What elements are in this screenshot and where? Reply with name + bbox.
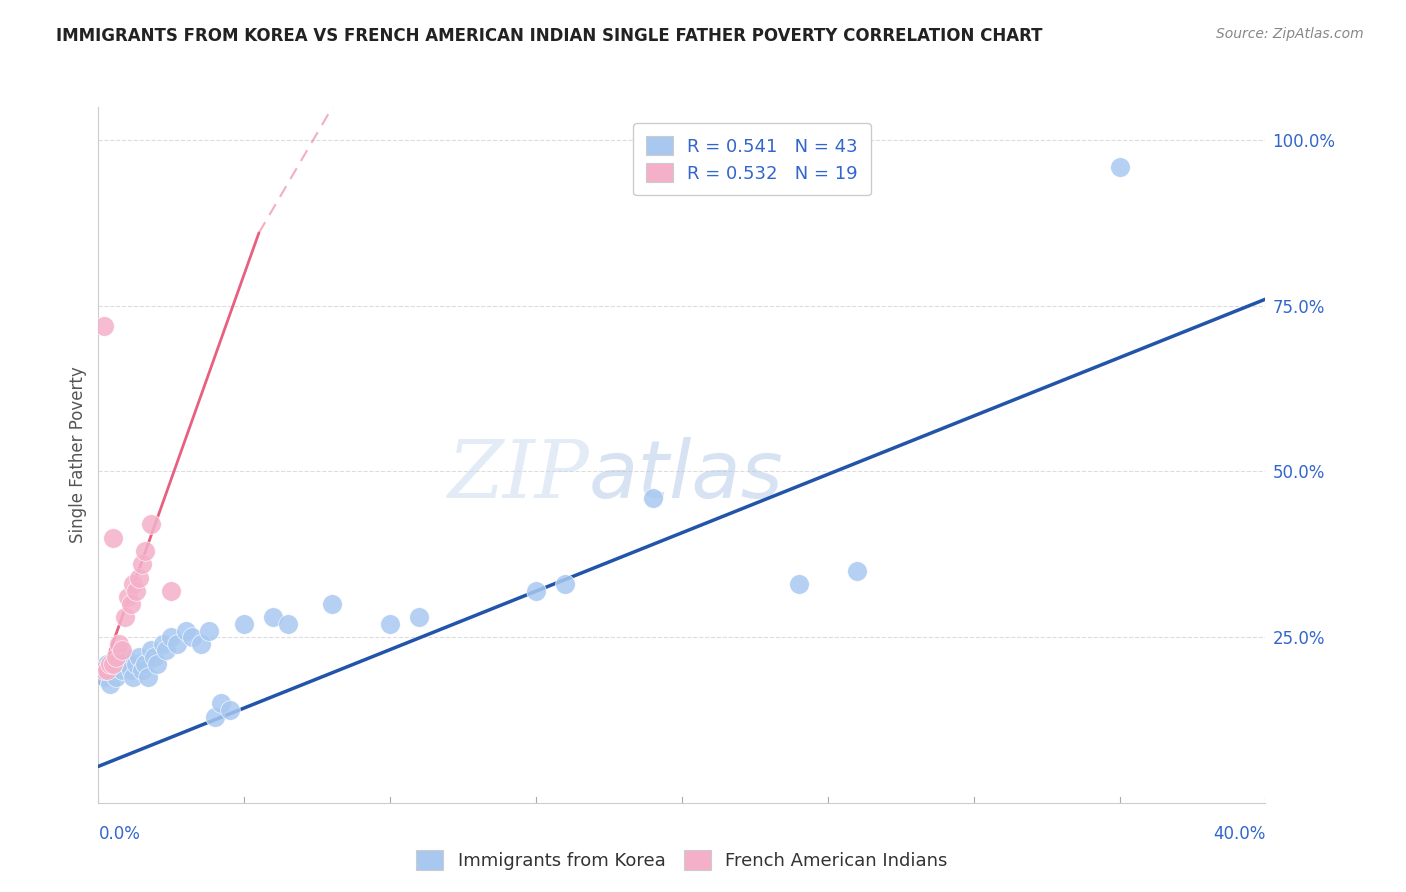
Point <box>321 597 343 611</box>
Point <box>125 657 148 671</box>
Point <box>160 583 183 598</box>
Point <box>120 597 142 611</box>
Point <box>101 657 124 671</box>
Point <box>139 643 162 657</box>
Y-axis label: Single Father Poverty: Single Father Poverty <box>69 367 87 543</box>
Point <box>134 544 156 558</box>
Text: Source: ZipAtlas.com: Source: ZipAtlas.com <box>1216 27 1364 41</box>
Point <box>204 709 226 723</box>
Point <box>139 517 162 532</box>
Text: IMMIGRANTS FROM KOREA VS FRENCH AMERICAN INDIAN SINGLE FATHER POVERTY CORRELATIO: IMMIGRANTS FROM KOREA VS FRENCH AMERICAN… <box>56 27 1043 45</box>
Point <box>378 616 402 631</box>
Point <box>98 676 121 690</box>
Point <box>174 624 197 638</box>
Point <box>114 610 136 624</box>
Point <box>111 643 134 657</box>
Point <box>152 637 174 651</box>
Point <box>93 663 115 677</box>
Point <box>90 663 112 677</box>
Point <box>101 663 124 677</box>
Legend: Immigrants from Korea, French American Indians: Immigrants from Korea, French American I… <box>409 843 955 877</box>
Point <box>845 564 868 578</box>
Point <box>117 591 139 605</box>
Point <box>131 663 153 677</box>
Point <box>101 531 124 545</box>
Point <box>117 657 139 671</box>
Point <box>125 583 148 598</box>
Text: 0.0%: 0.0% <box>98 825 141 843</box>
Point <box>408 610 430 624</box>
Point <box>142 650 165 665</box>
Point <box>120 663 142 677</box>
Point <box>122 670 145 684</box>
Point <box>1108 160 1130 174</box>
Point <box>233 616 256 631</box>
Point <box>111 663 134 677</box>
Point <box>641 491 664 505</box>
Point <box>554 577 576 591</box>
Point <box>93 318 115 333</box>
Point <box>93 670 115 684</box>
Point <box>262 610 284 624</box>
Point <box>198 624 221 638</box>
Point <box>104 670 127 684</box>
Point <box>524 583 547 598</box>
Text: ZIP: ZIP <box>447 437 589 515</box>
Text: atlas: atlas <box>589 437 783 515</box>
Point <box>108 657 131 671</box>
Point <box>128 650 150 665</box>
Point <box>277 616 299 631</box>
Point <box>104 650 127 665</box>
Point <box>155 643 177 657</box>
Point <box>166 637 188 651</box>
Point <box>190 637 212 651</box>
Point <box>136 670 159 684</box>
Point <box>98 657 121 671</box>
Point <box>180 630 202 644</box>
Point <box>96 657 118 671</box>
Point <box>128 570 150 584</box>
Point <box>96 663 118 677</box>
Point <box>134 657 156 671</box>
Point <box>122 577 145 591</box>
Point <box>131 558 153 572</box>
Point <box>146 657 169 671</box>
Point <box>218 703 240 717</box>
Point <box>114 650 136 665</box>
Text: 40.0%: 40.0% <box>1213 825 1265 843</box>
Point <box>787 577 810 591</box>
Point <box>108 637 131 651</box>
Point <box>160 630 183 644</box>
Point <box>209 697 232 711</box>
